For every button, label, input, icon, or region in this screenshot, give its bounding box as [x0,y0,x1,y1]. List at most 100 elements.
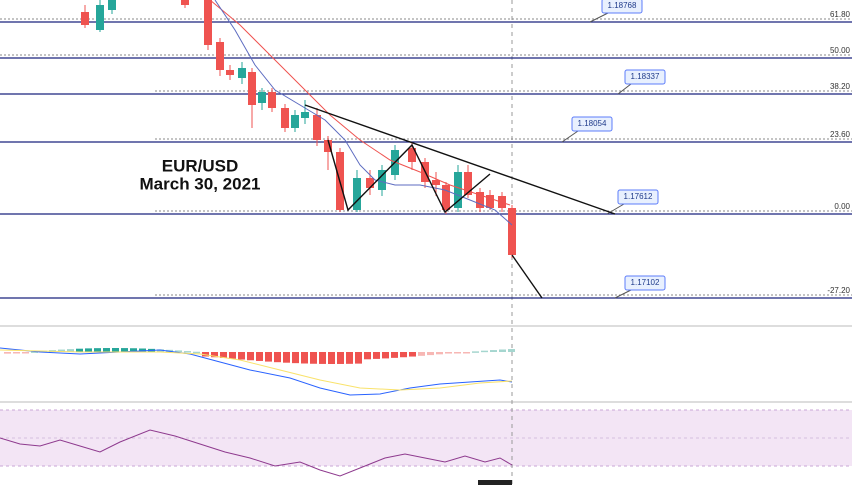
candle-body [313,115,321,140]
macd-bar [310,352,317,364]
candle-body [378,170,386,190]
candle-body [238,68,246,78]
candle-body [226,70,234,75]
macd-bar [202,352,209,357]
candle-body [268,92,276,108]
price-pointer [614,289,632,299]
price-label-box [571,116,613,132]
candle-body [281,108,289,128]
macd-bar [481,350,488,353]
macd-bar [76,348,83,352]
candle-body [486,195,494,208]
macd-bar [382,352,389,359]
price-pointer [589,12,609,23]
macd-bar [193,351,200,354]
candle-body [432,180,440,185]
chart-date: March 30, 2021 [140,174,261,193]
macd-bar [472,351,479,353]
fib-label: 61.80 [830,10,851,19]
price-label: 1.18768 [608,1,637,10]
macd-bar [283,352,290,363]
macd-bar [400,352,407,358]
macd-bar [211,352,218,358]
fib-label: 0.00 [834,202,850,211]
macd-bar [139,348,146,352]
macd-line [0,347,513,396]
candle-body [454,172,462,208]
price-label-box [601,0,643,14]
macd-bar [301,352,308,364]
rsi-line [0,429,513,477]
macd-bar [355,352,362,364]
macd-bar [103,348,110,352]
macd-bar [112,348,119,352]
macd-bar [364,352,371,360]
candle-body [408,148,416,162]
candle-body [353,178,361,210]
macd-bar [454,352,461,354]
candle-body [181,0,189,5]
macd-bar [346,352,353,364]
pattern-lines [327,139,491,214]
candle-body [204,0,212,45]
macd-bar [121,348,128,352]
signal-line [0,349,513,391]
candle-body [324,140,332,152]
candle-body [508,208,516,255]
time-marker [478,480,512,485]
macd-bar [85,348,92,352]
price-label: 1.18337 [631,72,660,81]
candle-body [81,12,89,25]
candle-body [216,42,224,70]
price-label-box [624,69,666,85]
candle-body [291,115,299,128]
macd-bar [418,352,425,356]
macd-bar [445,352,452,354]
macd-bar [409,352,416,357]
projection-line [511,254,543,299]
fib-label: -27.20 [827,286,850,295]
macd-bar [463,352,470,354]
candle-body [301,112,309,118]
macd-bar [94,348,101,352]
macd-bar [130,348,137,352]
price-label: 1.18054 [578,119,607,128]
macd-bar [229,352,236,359]
macd-bar [220,352,227,359]
price-pointer [617,83,632,95]
macd-bar [67,349,74,352]
macd-bar [265,352,272,362]
candle-body [258,92,266,103]
macd-bar [31,351,38,353]
candle-body [96,5,104,30]
macd-bar [4,352,11,354]
price-label: 1.17102 [631,278,660,287]
macd-bar [22,352,29,354]
macd-bar [337,352,344,364]
macd-bar [13,352,20,354]
macd-bar [427,352,434,356]
candle-body [442,185,450,210]
macd-bar [184,351,191,353]
candle-body [476,192,484,208]
macd-bar [175,350,182,352]
candle-body [366,178,374,188]
chart-title: EUR/USD [162,156,239,175]
trendline [304,104,616,215]
macd-bar [328,352,335,364]
ma-fast [214,0,513,226]
macd-bar [256,352,263,361]
macd-bar [373,352,380,359]
price-label: 1.17612 [624,192,653,201]
macd-bar [58,349,65,352]
macd-bar [247,352,254,361]
macd-bar [157,349,164,352]
price-label-box [617,189,659,205]
candle-body [464,172,472,195]
macd-bar [292,352,299,364]
macd-bar [499,349,506,352]
macd-bar [508,349,515,352]
macd-bar [274,352,281,363]
